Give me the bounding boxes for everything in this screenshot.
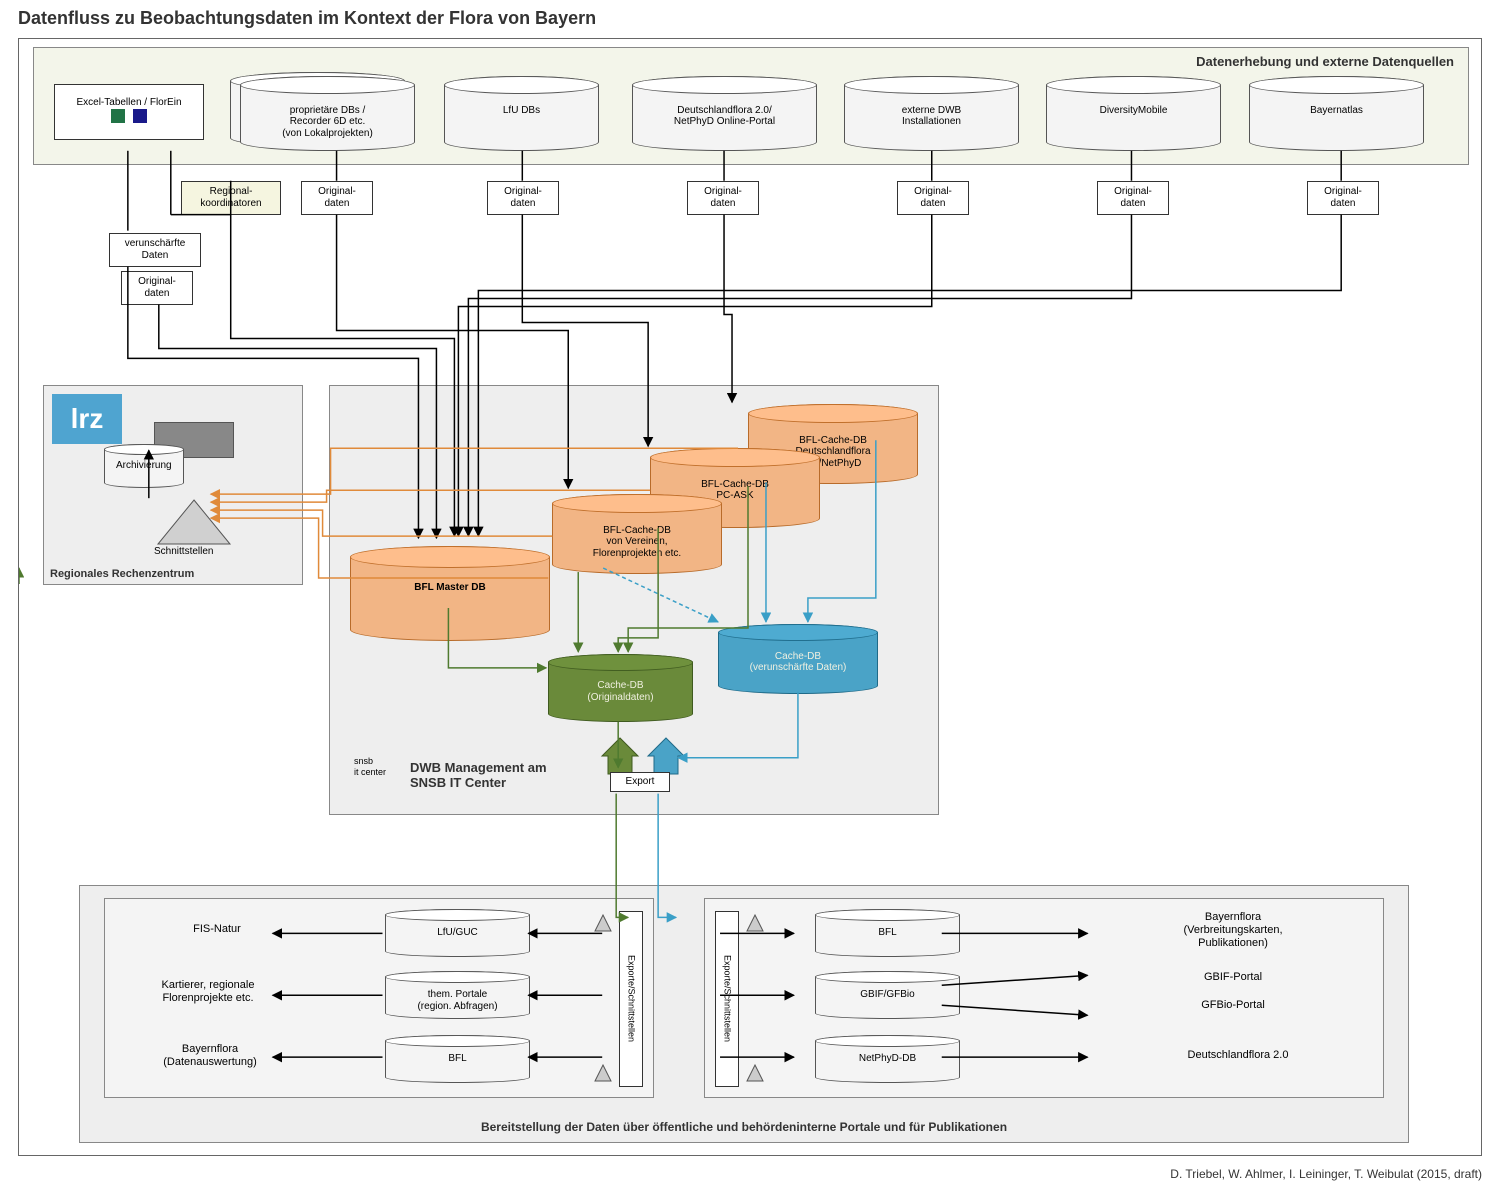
group-top: Datenerhebung und externe Datenquellen E… <box>33 47 1469 165</box>
snsb-label: snsb it center <box>354 756 386 778</box>
group-top-label: Datenerhebung und externe Datenquellen <box>1196 54 1454 69</box>
regional-koord-box: Regional- koordinatoren <box>181 181 281 215</box>
label: BFL <box>392 1053 523 1065</box>
bfl-master: BFL Master DB <box>350 546 550 641</box>
diagram-frame: Datenerhebung und externe Datenquellen E… <box>18 38 1482 1156</box>
label: externe DWB Installationen <box>851 105 1012 128</box>
bfl-left-cyl: BFL <box>385 1035 530 1083</box>
bfl-cache1: BFL-Cache-DB von Vereinen, Florenprojekt… <box>552 494 722 574</box>
page-title: Datenfluss zu Beobachtungsdaten im Konte… <box>18 8 596 29</box>
gbif-portal-label: GBIF-Portal <box>1173 971 1293 984</box>
kartierer-label: Kartierer, regionale Florenprojekte etc. <box>123 979 293 1005</box>
label: proprietäre DBs / Recorder 6D etc. (von … <box>247 105 408 140</box>
label: them. Portale (region. Abfragen) <box>392 989 523 1012</box>
interfaces-label: Schnittstellen <box>154 546 213 558</box>
label: Deutschlandflora 2.0/ NetPhyD Online-Por… <box>639 105 810 128</box>
label: Excel-Tabellen / FlorEin <box>76 97 181 109</box>
lfu-guc-cyl: LfU/GUC <box>385 909 530 957</box>
source-divmob: DiversityMobile <box>1046 76 1221 151</box>
orig-box-6: Original- daten <box>1307 181 1379 215</box>
export-house-green <box>600 736 640 776</box>
dflora-right-label: Deutschlandflora 2.0 <box>1153 1049 1323 1062</box>
cache-orig: Cache-DB (Originaldaten) <box>548 654 693 722</box>
label: LfU DBs <box>451 105 592 117</box>
group-lrz-label: Regionales Rechenzentrum <box>50 568 194 580</box>
source-dwb-ext: externe DWB Installationen <box>844 76 1019 151</box>
label: GBIF/GFBio <box>822 989 953 1001</box>
source-bayernatlas: Bayernatlas <box>1249 76 1424 151</box>
tri-icon <box>745 913 765 933</box>
fis-label: FIS-Natur <box>157 923 277 936</box>
group-bottom-label: Bereitstellung der Daten über öffentlich… <box>80 1120 1408 1134</box>
netphyd-cyl: NetPhyD-DB <box>815 1035 960 1083</box>
source-excel: Excel-Tabellen / FlorEin <box>54 84 204 140</box>
left-iface-bar: Exporte/Schnittstellen <box>619 911 643 1087</box>
label: LfU/GUC <box>392 927 523 939</box>
verun-box: verunschärfte Daten <box>109 233 201 267</box>
disk-icon <box>133 109 147 123</box>
bottom-left-panel: FIS-Natur Kartierer, regionale Florenpro… <box>104 898 654 1098</box>
orig-box-below: Original- daten <box>121 271 193 305</box>
archiving-label: Archivierung <box>116 460 172 472</box>
orig-box-5: Original- daten <box>1097 181 1169 215</box>
tri-icon <box>593 1063 613 1083</box>
source-dflora: Deutschlandflora 2.0/ NetPhyD Online-Por… <box>632 76 817 151</box>
orig-box-3: Original- daten <box>687 181 759 215</box>
them-portale-cyl: them. Portale (region. Abfragen) <box>385 971 530 1019</box>
gfbio-portal-label: GFBio-Portal <box>1173 999 1293 1012</box>
bayernflora-right-label: Bayernflora (Verbreitungskarten, Publika… <box>1143 911 1323 951</box>
excel-icon <box>111 109 125 123</box>
group-lrz: lrz Archivierung Schnittstellen Regional… <box>43 385 303 585</box>
orig-box-4: Original- daten <box>897 181 969 215</box>
tri-icon <box>745 1063 765 1083</box>
bottom-right-panel: Exporte/Schnittstellen BFL GBIF/GFBio Ne… <box>704 898 1384 1098</box>
label: NetPhyD-DB <box>822 1053 953 1065</box>
label: DiversityMobile <box>1053 105 1214 117</box>
export-label: Export <box>610 772 670 792</box>
interfaces-triangle-icon <box>154 498 234 548</box>
tri-icon <box>593 913 613 933</box>
label: BFL Master DB <box>357 582 543 594</box>
footer-credit: D. Triebel, W. Ahlmer, I. Leininger, T. … <box>1170 1167 1482 1181</box>
source-propr: proprietäre DBs / Recorder 6D etc. (von … <box>240 76 415 151</box>
label: Bayernatlas <box>1256 105 1417 117</box>
label: Cache-DB (verunschärfte Daten) <box>725 651 871 674</box>
label: Cache-DB (Originaldaten) <box>555 680 686 703</box>
bfl-right-cyl: BFL <box>815 909 960 957</box>
orig-box-1: Original- daten <box>301 181 373 215</box>
group-mid-label: DWB Management am SNSB IT Center <box>410 760 547 790</box>
bayernflora-label: Bayernflora (Datenauswertung) <box>135 1043 285 1069</box>
group-mid: BFL-Cache-DB Deutschlandflora 2.0/NetPhy… <box>329 385 939 815</box>
orig-box-2: Original- daten <box>487 181 559 215</box>
source-lfu: LfU DBs <box>444 76 599 151</box>
lrz-logo: lrz <box>52 394 122 444</box>
right-iface-bar: Exporte/Schnittstellen <box>715 911 739 1087</box>
label: BFL <box>822 927 953 939</box>
label: BFL-Cache-DB von Vereinen, Florenprojekt… <box>559 525 715 560</box>
cache-ver: Cache-DB (verunschärfte Daten) <box>718 624 878 694</box>
export-house-blue <box>646 736 686 776</box>
group-bottom: FIS-Natur Kartierer, regionale Florenpro… <box>79 885 1409 1143</box>
gbif-cyl: GBIF/GFBio <box>815 971 960 1019</box>
